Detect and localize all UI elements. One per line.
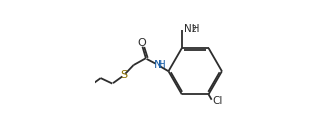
Text: Cl: Cl <box>212 96 223 106</box>
Text: H: H <box>158 60 166 70</box>
Text: 2: 2 <box>192 25 197 34</box>
Text: N: N <box>154 60 162 70</box>
Text: O: O <box>137 38 146 48</box>
Text: NH: NH <box>184 24 200 34</box>
Text: S: S <box>120 70 127 80</box>
